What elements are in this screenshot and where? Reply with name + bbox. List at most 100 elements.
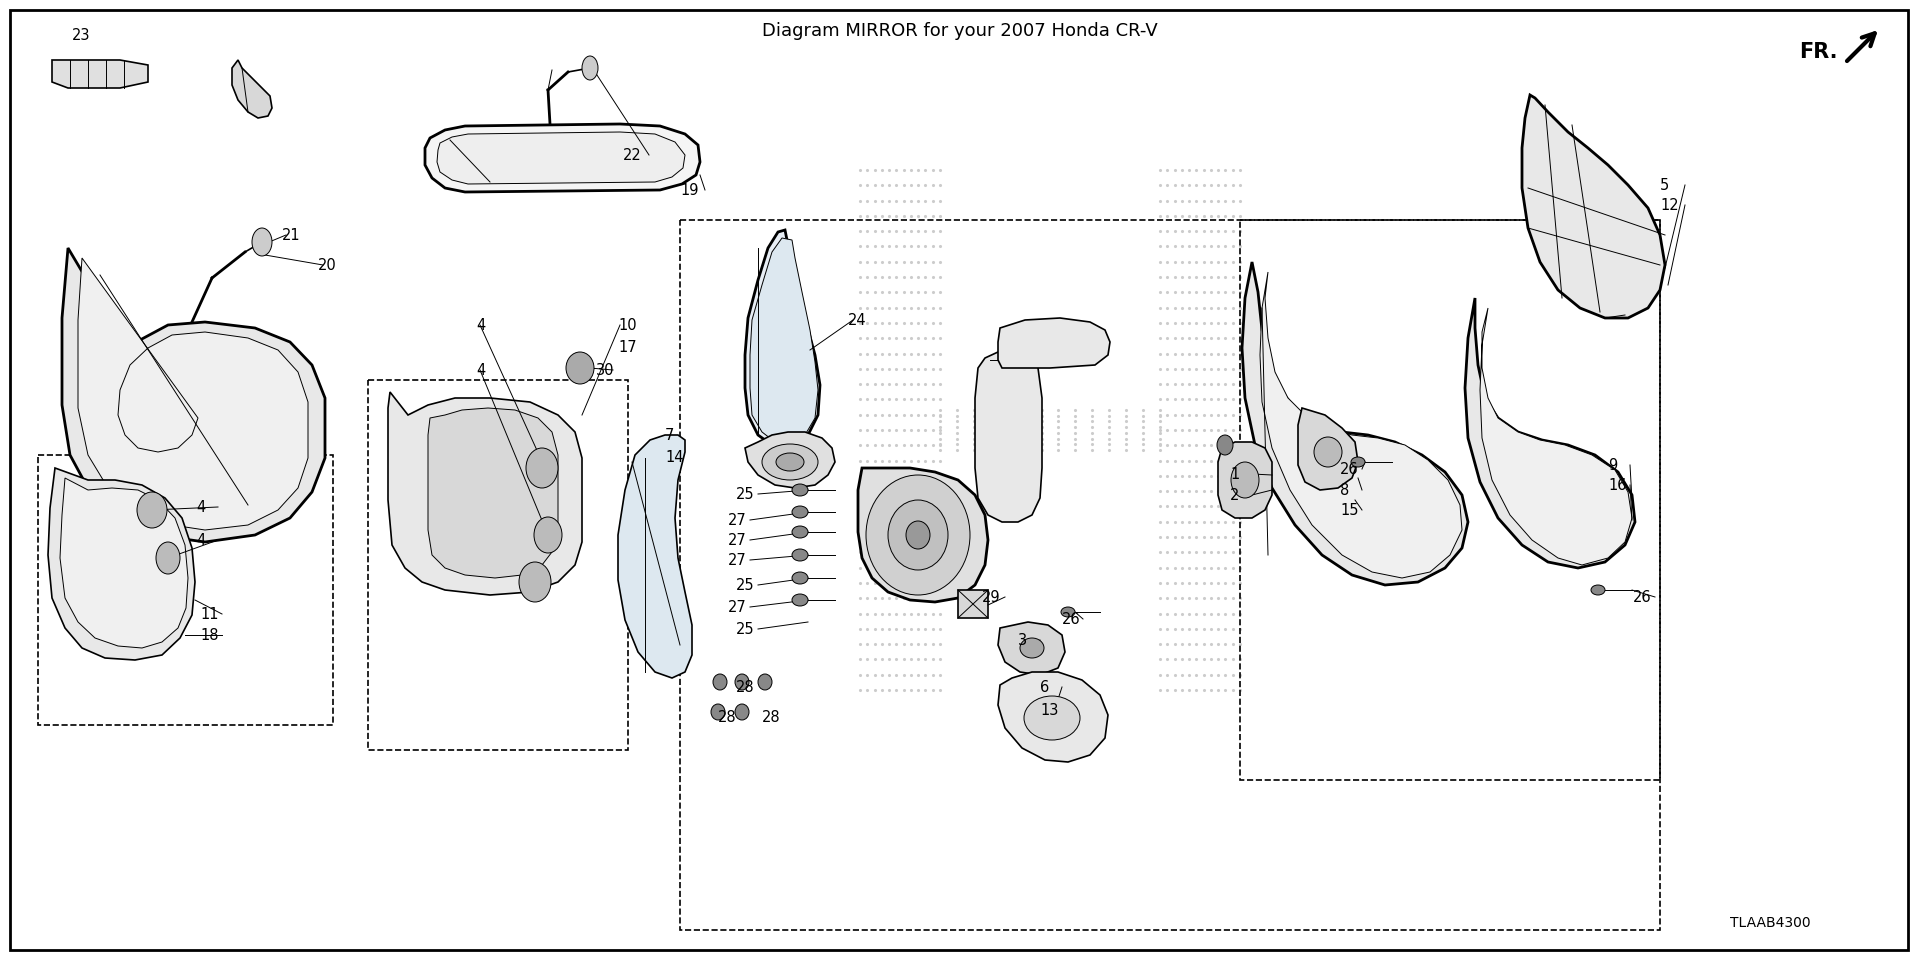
Text: 7: 7 xyxy=(664,428,674,443)
Ellipse shape xyxy=(791,484,808,496)
Text: 4: 4 xyxy=(476,363,486,378)
Text: 5: 5 xyxy=(1661,178,1668,193)
Polygon shape xyxy=(998,318,1110,368)
Ellipse shape xyxy=(762,444,818,480)
Text: 28: 28 xyxy=(735,680,755,695)
Polygon shape xyxy=(438,132,685,184)
Text: 10: 10 xyxy=(618,318,637,333)
Text: 26: 26 xyxy=(1340,462,1359,477)
Bar xyxy=(1240,220,1661,780)
Text: 11: 11 xyxy=(200,607,219,622)
Text: 26: 26 xyxy=(1062,612,1081,627)
Polygon shape xyxy=(1298,408,1357,490)
Text: 24: 24 xyxy=(849,313,866,328)
Ellipse shape xyxy=(518,562,551,602)
Text: 28: 28 xyxy=(762,710,781,725)
Polygon shape xyxy=(751,238,818,442)
Ellipse shape xyxy=(906,521,929,549)
Text: 25: 25 xyxy=(735,622,755,637)
Ellipse shape xyxy=(791,572,808,584)
Polygon shape xyxy=(52,60,148,88)
Ellipse shape xyxy=(735,704,749,720)
Polygon shape xyxy=(998,672,1108,762)
Polygon shape xyxy=(60,478,188,648)
Ellipse shape xyxy=(791,549,808,561)
Ellipse shape xyxy=(776,453,804,471)
Text: Diagram MIRROR for your 2007 Honda CR-V: Diagram MIRROR for your 2007 Honda CR-V xyxy=(762,22,1158,40)
Polygon shape xyxy=(232,60,273,118)
Ellipse shape xyxy=(1062,607,1075,617)
Ellipse shape xyxy=(1231,462,1260,498)
Text: 16: 16 xyxy=(1609,478,1626,493)
Text: 18: 18 xyxy=(200,628,219,643)
Text: 27: 27 xyxy=(728,553,747,568)
Text: 8: 8 xyxy=(1340,483,1350,498)
Ellipse shape xyxy=(710,704,726,720)
Ellipse shape xyxy=(136,492,167,528)
Text: 29: 29 xyxy=(981,590,1000,605)
Polygon shape xyxy=(958,590,989,618)
Ellipse shape xyxy=(1023,696,1079,740)
Polygon shape xyxy=(1480,308,1632,565)
Ellipse shape xyxy=(791,594,808,606)
Polygon shape xyxy=(1242,262,1469,585)
Ellipse shape xyxy=(534,517,563,553)
Polygon shape xyxy=(428,408,559,578)
Text: 6: 6 xyxy=(1041,680,1048,695)
Ellipse shape xyxy=(1592,585,1605,595)
Polygon shape xyxy=(424,124,701,192)
Text: 27: 27 xyxy=(728,513,747,528)
Text: 22: 22 xyxy=(622,148,641,163)
Polygon shape xyxy=(1260,272,1461,578)
Ellipse shape xyxy=(156,542,180,574)
Ellipse shape xyxy=(1217,435,1233,455)
Text: 25: 25 xyxy=(735,578,755,593)
Text: TLAAB4300: TLAAB4300 xyxy=(1730,916,1811,930)
Text: 23: 23 xyxy=(73,28,90,43)
Text: 19: 19 xyxy=(680,183,699,198)
Polygon shape xyxy=(618,435,691,678)
Text: 3: 3 xyxy=(1018,633,1027,648)
Ellipse shape xyxy=(566,352,593,384)
Text: 2: 2 xyxy=(1231,488,1240,503)
Text: 15: 15 xyxy=(1340,503,1359,518)
Text: 14: 14 xyxy=(664,450,684,465)
Ellipse shape xyxy=(1352,457,1365,467)
Text: 28: 28 xyxy=(718,710,737,725)
Polygon shape xyxy=(48,468,196,660)
Text: FR.: FR. xyxy=(1799,42,1837,62)
Bar xyxy=(680,220,1661,930)
Ellipse shape xyxy=(252,228,273,256)
Polygon shape xyxy=(61,248,324,542)
Polygon shape xyxy=(1217,442,1271,518)
Ellipse shape xyxy=(866,475,970,595)
Ellipse shape xyxy=(712,674,728,690)
Polygon shape xyxy=(998,622,1066,675)
Text: 21: 21 xyxy=(282,228,301,243)
Text: 30: 30 xyxy=(595,363,614,378)
Polygon shape xyxy=(388,392,582,595)
Ellipse shape xyxy=(1020,638,1044,658)
Text: 1: 1 xyxy=(1231,467,1238,482)
Ellipse shape xyxy=(526,448,559,488)
Text: 9: 9 xyxy=(1609,458,1617,473)
Polygon shape xyxy=(1465,298,1636,568)
Text: 25: 25 xyxy=(735,487,755,502)
Text: 13: 13 xyxy=(1041,703,1058,718)
Polygon shape xyxy=(79,258,307,530)
Polygon shape xyxy=(745,230,820,445)
Text: 27: 27 xyxy=(728,533,747,548)
Polygon shape xyxy=(975,350,1043,522)
Bar xyxy=(369,380,628,750)
Text: 20: 20 xyxy=(319,258,336,273)
Ellipse shape xyxy=(1313,437,1342,467)
Polygon shape xyxy=(858,468,989,602)
Bar xyxy=(38,455,332,725)
Ellipse shape xyxy=(887,500,948,570)
Text: 4: 4 xyxy=(196,500,205,515)
Polygon shape xyxy=(745,432,835,488)
Polygon shape xyxy=(1523,95,1665,318)
Ellipse shape xyxy=(582,56,597,80)
Ellipse shape xyxy=(791,526,808,538)
Ellipse shape xyxy=(791,506,808,518)
